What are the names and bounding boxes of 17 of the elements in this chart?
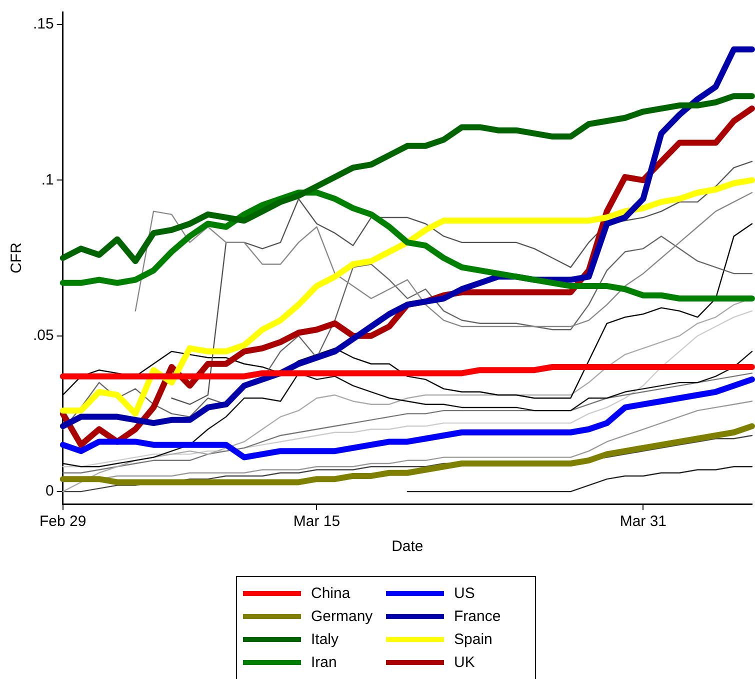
legend-label: US [454,585,475,602]
legend-label: China [311,585,350,602]
legend-label: Spain [454,631,492,648]
x-tick-label: Mar 15 [293,513,340,530]
legend-label: Germany [311,608,373,625]
legend-label: UK [454,654,475,671]
x-axis-title: Date [392,538,424,556]
x-tick-label: Mar 31 [620,513,667,530]
y-axis-title: CFR [8,242,26,274]
legend-label: Italy [311,631,339,648]
y-tick-label: .05 [32,326,54,344]
y-tick-label: .1 [41,171,54,188]
x-tick-label: Feb 29 [40,513,86,530]
y-tick-label: .15 [32,16,54,33]
y-tick-label: 0 [46,482,54,500]
legend-label: Iran [311,654,337,671]
legend-label: France [454,608,501,625]
